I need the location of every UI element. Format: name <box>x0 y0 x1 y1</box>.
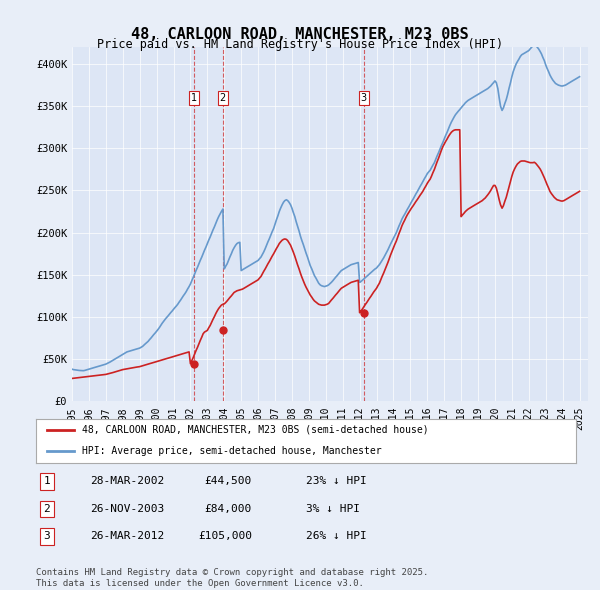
Text: Contains HM Land Registry data © Crown copyright and database right 2025.: Contains HM Land Registry data © Crown c… <box>36 568 428 576</box>
Text: 48, CARLOON ROAD, MANCHESTER, M23 0BS (semi-detached house): 48, CARLOON ROAD, MANCHESTER, M23 0BS (s… <box>82 425 428 435</box>
Text: This data is licensed under the Open Government Licence v3.0.: This data is licensed under the Open Gov… <box>36 579 364 588</box>
Text: HPI: Average price, semi-detached house, Manchester: HPI: Average price, semi-detached house,… <box>82 446 382 455</box>
Text: 1: 1 <box>43 477 50 486</box>
Text: 2: 2 <box>43 504 50 514</box>
Text: 3: 3 <box>361 93 367 103</box>
Text: 2: 2 <box>220 93 226 103</box>
Text: 3% ↓ HPI: 3% ↓ HPI <box>306 504 360 514</box>
Text: 1: 1 <box>191 93 197 103</box>
Text: 26% ↓ HPI: 26% ↓ HPI <box>306 532 367 541</box>
Text: 28-MAR-2002: 28-MAR-2002 <box>90 477 164 486</box>
Text: Price paid vs. HM Land Registry's House Price Index (HPI): Price paid vs. HM Land Registry's House … <box>97 38 503 51</box>
Text: £84,000: £84,000 <box>205 504 252 514</box>
Text: 26-MAR-2012: 26-MAR-2012 <box>90 532 164 541</box>
Text: 48, CARLOON ROAD, MANCHESTER, M23 0BS: 48, CARLOON ROAD, MANCHESTER, M23 0BS <box>131 27 469 41</box>
Text: £44,500: £44,500 <box>205 477 252 486</box>
Text: 23% ↓ HPI: 23% ↓ HPI <box>306 477 367 486</box>
Text: £105,000: £105,000 <box>198 532 252 541</box>
Text: 3: 3 <box>43 532 50 541</box>
Text: 26-NOV-2003: 26-NOV-2003 <box>90 504 164 514</box>
